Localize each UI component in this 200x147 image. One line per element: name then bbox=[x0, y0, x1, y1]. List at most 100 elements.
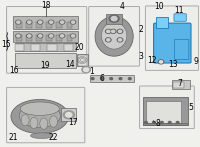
Circle shape bbox=[109, 15, 119, 22]
Circle shape bbox=[107, 30, 110, 32]
Bar bbox=[31, 44, 40, 51]
Circle shape bbox=[61, 21, 64, 23]
Bar bbox=[26, 22, 32, 28]
Circle shape bbox=[159, 61, 163, 63]
Text: 8: 8 bbox=[156, 119, 161, 128]
Bar bbox=[67, 35, 72, 41]
Circle shape bbox=[50, 35, 53, 37]
Bar bbox=[15, 53, 76, 68]
Circle shape bbox=[82, 67, 90, 73]
Circle shape bbox=[49, 34, 54, 38]
Text: 6: 6 bbox=[100, 74, 105, 83]
Text: 5: 5 bbox=[188, 103, 193, 112]
Text: 22: 22 bbox=[49, 133, 58, 142]
Ellipse shape bbox=[101, 22, 127, 49]
Circle shape bbox=[72, 35, 75, 37]
Circle shape bbox=[118, 39, 122, 41]
Circle shape bbox=[17, 21, 20, 23]
Ellipse shape bbox=[31, 133, 53, 138]
Bar bbox=[173, 82, 184, 88]
FancyBboxPatch shape bbox=[7, 6, 87, 73]
Ellipse shape bbox=[20, 102, 59, 115]
Circle shape bbox=[117, 38, 123, 42]
Text: 1: 1 bbox=[90, 67, 94, 76]
Circle shape bbox=[112, 30, 115, 32]
Circle shape bbox=[71, 20, 76, 24]
Ellipse shape bbox=[19, 104, 60, 127]
Circle shape bbox=[66, 113, 72, 117]
Circle shape bbox=[63, 111, 74, 119]
Circle shape bbox=[110, 29, 116, 33]
Text: 4: 4 bbox=[120, 2, 124, 11]
FancyBboxPatch shape bbox=[89, 6, 140, 66]
Circle shape bbox=[17, 35, 20, 37]
Text: 12: 12 bbox=[147, 56, 156, 65]
Text: 21: 21 bbox=[8, 133, 18, 142]
Bar bbox=[78, 55, 87, 66]
Ellipse shape bbox=[11, 100, 69, 133]
Bar bbox=[15, 44, 24, 51]
Bar bbox=[106, 14, 122, 24]
Bar bbox=[143, 123, 188, 125]
Circle shape bbox=[27, 20, 32, 24]
FancyBboxPatch shape bbox=[154, 23, 191, 63]
Circle shape bbox=[158, 60, 164, 64]
Bar bbox=[26, 35, 32, 41]
Circle shape bbox=[118, 30, 122, 32]
Bar bbox=[36, 22, 42, 28]
Circle shape bbox=[50, 21, 53, 23]
Circle shape bbox=[101, 78, 103, 80]
Circle shape bbox=[91, 78, 94, 80]
Circle shape bbox=[153, 121, 155, 123]
Text: 3: 3 bbox=[138, 52, 143, 61]
Circle shape bbox=[106, 38, 111, 42]
Bar bbox=[64, 44, 73, 51]
Circle shape bbox=[38, 34, 43, 38]
Bar bbox=[61, 108, 76, 121]
Text: 15: 15 bbox=[1, 40, 11, 49]
Text: 7: 7 bbox=[177, 79, 182, 88]
Circle shape bbox=[168, 121, 171, 123]
Circle shape bbox=[60, 20, 65, 24]
Circle shape bbox=[39, 35, 42, 37]
Bar bbox=[56, 22, 62, 28]
FancyBboxPatch shape bbox=[140, 86, 194, 129]
Bar bbox=[143, 97, 188, 125]
Circle shape bbox=[107, 39, 110, 41]
Text: 18: 18 bbox=[41, 1, 50, 10]
Ellipse shape bbox=[95, 16, 133, 56]
Circle shape bbox=[145, 121, 147, 123]
Bar bbox=[47, 44, 57, 51]
Circle shape bbox=[16, 34, 21, 38]
Bar bbox=[46, 22, 52, 28]
Text: 17: 17 bbox=[68, 118, 78, 127]
Ellipse shape bbox=[21, 114, 29, 126]
Bar bbox=[67, 22, 72, 28]
Bar bbox=[16, 35, 22, 41]
Bar bbox=[13, 16, 78, 29]
Circle shape bbox=[111, 16, 117, 21]
Bar bbox=[15, 43, 76, 51]
Bar bbox=[90, 75, 134, 82]
Ellipse shape bbox=[50, 116, 57, 127]
FancyBboxPatch shape bbox=[145, 6, 199, 70]
Circle shape bbox=[60, 34, 65, 38]
Text: 14: 14 bbox=[65, 60, 75, 69]
Bar bbox=[77, 54, 88, 66]
Bar bbox=[16, 22, 22, 28]
Text: 20: 20 bbox=[74, 43, 84, 52]
Circle shape bbox=[28, 21, 31, 23]
Text: 9: 9 bbox=[194, 57, 199, 66]
Circle shape bbox=[176, 121, 179, 123]
Text: 11: 11 bbox=[174, 6, 184, 15]
Circle shape bbox=[39, 21, 42, 23]
Circle shape bbox=[71, 34, 76, 38]
Circle shape bbox=[72, 21, 75, 23]
Circle shape bbox=[49, 20, 54, 24]
Circle shape bbox=[16, 20, 21, 24]
Circle shape bbox=[61, 35, 64, 37]
Circle shape bbox=[38, 20, 43, 24]
Bar bbox=[13, 31, 78, 42]
Circle shape bbox=[160, 121, 163, 123]
FancyBboxPatch shape bbox=[174, 14, 186, 21]
